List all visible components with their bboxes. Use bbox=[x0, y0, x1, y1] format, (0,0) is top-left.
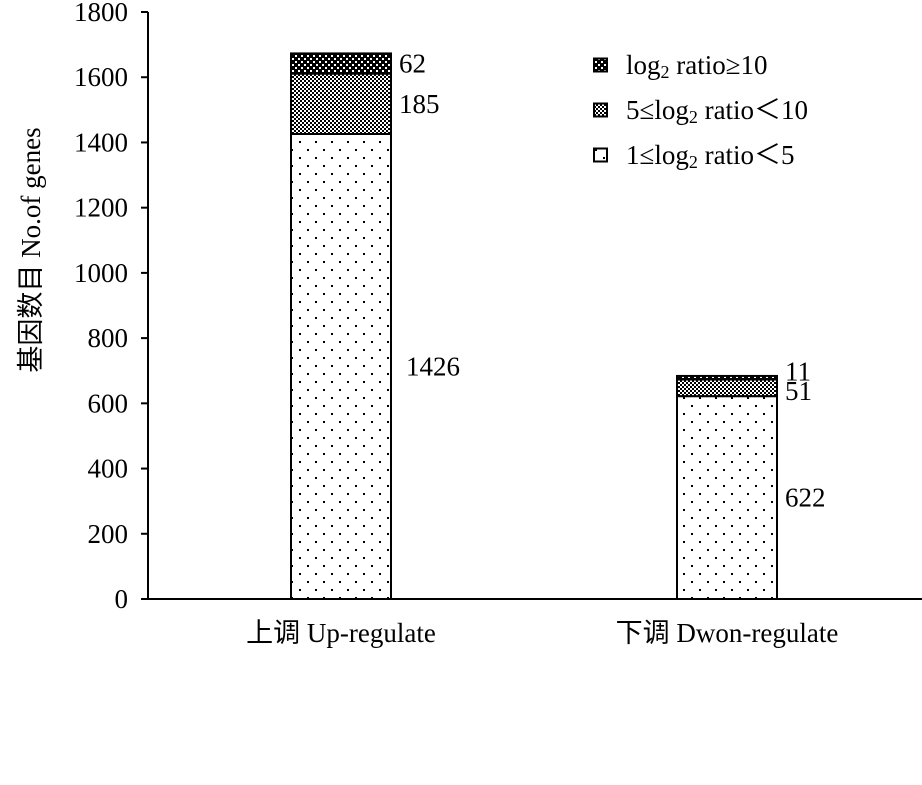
y-tick-label: 400 bbox=[88, 454, 129, 484]
bar-segment bbox=[676, 395, 778, 600]
y-tick-label: 0 bbox=[115, 584, 129, 614]
legend-text-part: ratio＜10 bbox=[698, 95, 808, 125]
x-category-label: 上调 Up-regulate bbox=[246, 618, 436, 648]
axes: 0 200 400 600 800 1000 1200 1400 1600 1800 上调 Up-r… bbox=[74, 0, 922, 648]
data-label: 1426 bbox=[406, 351, 460, 381]
legend-swatch bbox=[593, 57, 608, 73]
y-tick-label: 1400 bbox=[74, 127, 128, 157]
bar-segment bbox=[290, 52, 392, 75]
bar-segment bbox=[676, 378, 778, 398]
legend-text-part: log bbox=[626, 50, 661, 80]
data-label: 51 bbox=[785, 376, 812, 406]
y-tick-label: 600 bbox=[88, 388, 129, 418]
bar-segment bbox=[290, 72, 392, 135]
legend-text-part: ratio＜5 bbox=[698, 140, 795, 170]
y-tick-label: 1200 bbox=[74, 193, 128, 223]
legend-label: 5≤log2 ratio＜10 bbox=[626, 95, 808, 127]
legend-text-part: 1≤log bbox=[626, 140, 689, 170]
y-tick-label: 1800 bbox=[74, 0, 128, 27]
legend-swatch bbox=[593, 102, 608, 118]
legend-label: log2 ratio≥10 bbox=[626, 50, 768, 82]
legend-subscript: 2 bbox=[689, 152, 698, 172]
data-label: 62 bbox=[399, 49, 426, 79]
y-tick-label: 1600 bbox=[74, 62, 128, 92]
legend-subscript: 2 bbox=[661, 62, 670, 82]
legend: log2 ratio≥105≤log2 ratio＜101≤log2 ratio… bbox=[593, 50, 808, 172]
data-label: 622 bbox=[785, 483, 826, 513]
data-label: 185 bbox=[399, 89, 440, 119]
y-tick-label: 1000 bbox=[74, 258, 128, 288]
data-label: 11 bbox=[785, 357, 811, 387]
legend-subscript: 2 bbox=[689, 107, 698, 127]
x-category-label: 下调 Dwon-regulate bbox=[616, 618, 839, 648]
y-tick-label: 200 bbox=[88, 519, 129, 549]
y-tick-label: 800 bbox=[88, 323, 129, 353]
legend-text-part: 5≤log bbox=[626, 95, 689, 125]
bar-segment bbox=[290, 132, 392, 601]
y-axis-title-group: 基因数目 No.of genes bbox=[16, 127, 46, 372]
bars bbox=[290, 52, 778, 601]
legend-text-part: ratio≥10 bbox=[670, 50, 768, 80]
bar-segment bbox=[676, 374, 778, 381]
y-axis-title: 基因数目 No.of genes bbox=[16, 127, 46, 372]
legend-label: 1≤log2 ratio＜5 bbox=[626, 140, 795, 172]
legend-swatch bbox=[593, 147, 608, 163]
